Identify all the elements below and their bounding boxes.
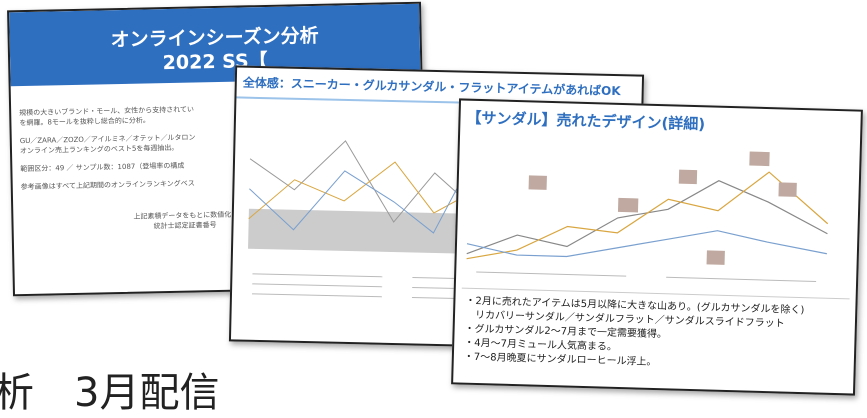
chart-thumbnail [466, 151, 829, 282]
thumbnails [528, 151, 797, 265]
caption: 析 3月配信 [0, 370, 220, 416]
area [248, 208, 469, 254]
legend-lines [476, 271, 817, 282]
line [248, 161, 470, 220]
lines [466, 171, 829, 260]
slide-3: 【サンダル】売れたデザイン(詳細) ・2月に売れたアイテムは5月以降に大きな山あ… [451, 98, 863, 396]
line [249, 163, 471, 234]
